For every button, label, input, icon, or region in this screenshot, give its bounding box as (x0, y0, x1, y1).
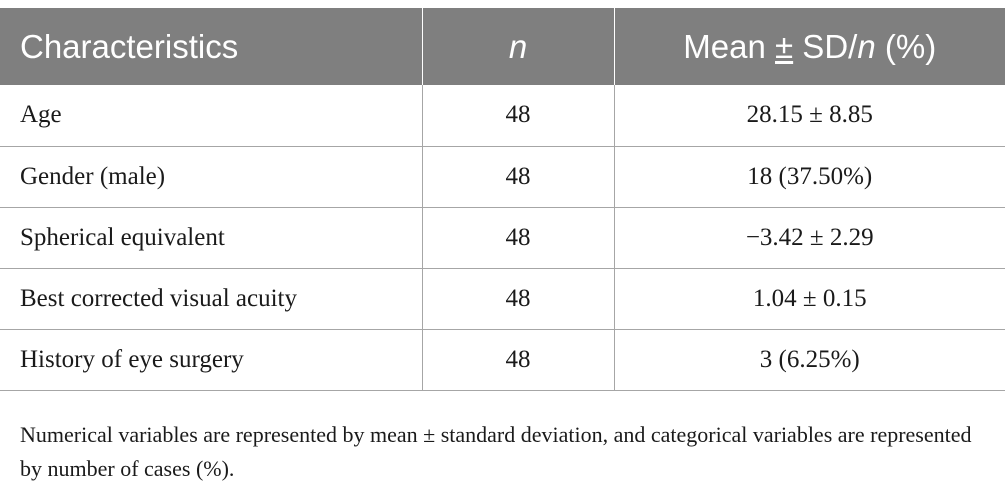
characteristics-table: Characteristics n Mean ± SD/n (%) Age 48… (0, 8, 1005, 391)
table-body: Age 48 28.15 ± 8.85 Gender (male) 48 18 … (0, 85, 1005, 390)
header-n: n (421, 8, 614, 85)
cell-value: 1.04 ± 0.15 (613, 268, 1005, 329)
header-stat-plus-minus: ± (775, 27, 794, 65)
cell-n: 48 (421, 146, 614, 207)
cell-characteristic: Best corrected visual acuity (20, 284, 297, 312)
cell-n: 48 (421, 207, 614, 268)
table-row: Age 48 28.15 ± 8.85 (0, 85, 1005, 146)
cell-value: −3.42 ± 2.29 (613, 207, 1005, 268)
cell-n: 48 (421, 268, 614, 329)
cell-characteristic: Age (20, 101, 62, 129)
cell-value: 18 (37.50%) (613, 146, 1005, 207)
table-footnote: Numerical variables are represented by m… (20, 422, 972, 481)
cell-characteristic: History of eye surgery (20, 345, 244, 373)
header-mean-sd: Mean ± SD/n (%) (613, 8, 1005, 85)
cell-characteristic: Spherical equivalent (20, 223, 225, 251)
header-stat-mid: SD/ (793, 27, 858, 65)
cell-n: 48 (421, 85, 614, 146)
cell-value: 28.15 ± 8.85 (613, 85, 1005, 146)
cell-value: 3 (6.25%) (613, 329, 1005, 390)
table-row: Best corrected visual acuity 48 1.04 ± 0… (0, 268, 1005, 329)
table-row: Spherical equivalent 48 −3.42 ± 2.29 (0, 207, 1005, 268)
table-row: Gender (male) 48 18 (37.50%) (0, 146, 1005, 207)
table-header: Characteristics n Mean ± SD/n (%) (0, 8, 1005, 85)
header-row: Characteristics n Mean ± SD/n (%) (0, 8, 1005, 85)
header-characteristics: Characteristics (20, 27, 239, 65)
header-stat-suffix: (%) (875, 27, 937, 65)
cell-characteristic: Gender (male) (20, 162, 166, 190)
table-row: History of eye surgery 48 3 (6.25%) (0, 329, 1005, 390)
characteristics-table-container: Characteristics n Mean ± SD/n (%) Age 48… (0, 8, 1005, 391)
header-stat-n: n (857, 27, 876, 65)
cell-n: 48 (421, 329, 614, 390)
header-stat-prefix: Mean (683, 27, 776, 65)
